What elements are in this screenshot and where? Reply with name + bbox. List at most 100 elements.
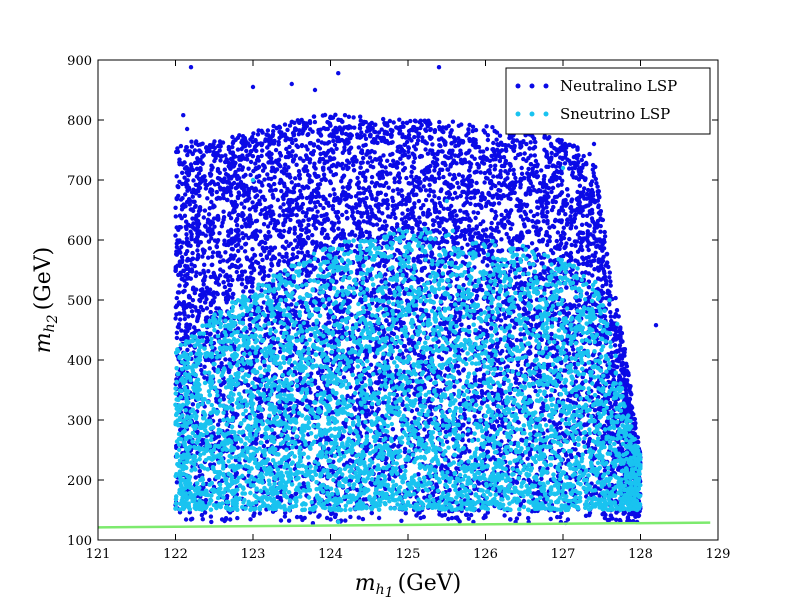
data-point xyxy=(242,249,248,254)
data-point xyxy=(405,207,411,213)
data-point xyxy=(367,155,373,160)
data-point xyxy=(431,222,436,228)
data-point xyxy=(441,129,446,135)
data-point xyxy=(271,129,276,134)
data-point xyxy=(496,221,501,226)
data-point xyxy=(340,166,346,171)
data-point xyxy=(379,127,384,132)
data-point xyxy=(278,205,283,210)
data-point xyxy=(304,226,309,231)
data-point xyxy=(404,298,410,303)
data-point xyxy=(518,214,523,219)
data-point xyxy=(423,147,428,152)
data-point xyxy=(381,153,386,158)
data-point xyxy=(265,128,271,133)
data-point xyxy=(235,445,240,450)
data-point xyxy=(224,197,230,203)
data-point xyxy=(572,361,577,367)
data-point xyxy=(277,213,282,218)
data-point xyxy=(557,192,562,198)
data-point xyxy=(418,515,423,521)
data-point xyxy=(572,303,577,308)
data-point xyxy=(223,357,228,362)
data-point xyxy=(376,209,382,214)
data-point xyxy=(174,244,180,250)
data-point xyxy=(486,191,491,197)
data-point xyxy=(340,212,345,218)
data-point xyxy=(453,260,458,266)
data-point xyxy=(366,310,371,316)
data-point xyxy=(481,372,487,377)
data-point xyxy=(317,182,323,187)
data-point xyxy=(291,189,297,195)
data-point xyxy=(416,198,422,204)
data-point xyxy=(285,127,290,133)
data-point xyxy=(466,516,471,521)
data-point xyxy=(173,316,178,321)
data-point xyxy=(476,145,482,150)
data-point xyxy=(608,314,614,319)
data-point xyxy=(180,170,185,175)
data-point xyxy=(261,300,267,305)
data-point xyxy=(465,242,470,247)
data-point xyxy=(347,150,352,156)
data-point xyxy=(594,328,599,333)
data-point xyxy=(489,304,494,309)
data-point xyxy=(179,255,185,260)
data-point xyxy=(222,238,227,243)
data-point xyxy=(399,518,404,523)
data-point xyxy=(369,174,375,180)
data-point xyxy=(409,208,415,213)
data-point xyxy=(568,214,573,219)
data-point xyxy=(248,172,253,178)
data-point xyxy=(453,240,458,246)
data-point xyxy=(554,238,559,244)
data-point xyxy=(201,282,206,287)
data-point xyxy=(484,146,490,152)
data-point xyxy=(281,202,286,207)
data-point xyxy=(383,192,389,197)
data-point xyxy=(273,147,279,153)
data-point xyxy=(355,209,360,215)
data-point xyxy=(294,213,299,218)
data-point xyxy=(542,147,547,152)
data-point xyxy=(244,148,249,154)
data-point xyxy=(307,120,313,126)
data-point xyxy=(530,184,535,189)
data-point xyxy=(541,219,546,224)
data-point xyxy=(487,345,493,350)
data-point xyxy=(402,369,407,375)
data-point xyxy=(535,199,540,204)
data-point xyxy=(446,516,451,522)
data-point xyxy=(258,189,263,194)
data-point xyxy=(207,206,212,211)
data-point xyxy=(602,271,607,276)
data-point xyxy=(384,180,389,186)
data-point xyxy=(369,148,374,154)
data-point xyxy=(253,161,258,166)
data-point xyxy=(406,181,411,186)
data-point xyxy=(467,122,472,128)
data-point xyxy=(478,325,483,330)
data-point xyxy=(326,166,332,171)
data-point xyxy=(570,170,575,175)
data-point xyxy=(236,248,241,254)
data-point xyxy=(484,124,489,129)
data-point xyxy=(202,174,207,179)
data-point xyxy=(202,364,207,369)
data-point xyxy=(192,263,197,269)
data-point xyxy=(542,417,547,422)
data-point xyxy=(296,250,301,255)
data-point xyxy=(256,128,261,133)
data-point xyxy=(340,185,346,190)
data-point xyxy=(535,212,540,217)
data-point xyxy=(605,374,611,379)
data-point xyxy=(528,350,533,356)
data-point xyxy=(450,119,456,124)
data-point xyxy=(480,191,485,196)
data-point xyxy=(179,328,184,333)
data-point xyxy=(466,438,472,443)
data-point xyxy=(260,148,265,153)
data-point xyxy=(474,293,480,299)
data-point xyxy=(437,210,442,215)
